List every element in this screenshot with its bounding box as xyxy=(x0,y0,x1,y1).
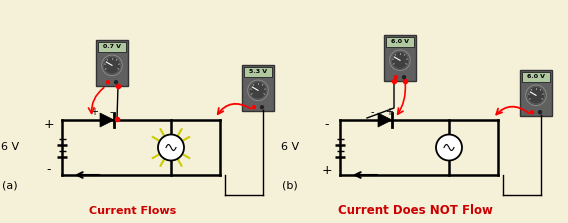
Text: -: - xyxy=(370,107,374,117)
Circle shape xyxy=(103,57,121,74)
Text: +: + xyxy=(321,163,332,176)
Polygon shape xyxy=(100,113,114,127)
Text: -: - xyxy=(47,163,51,176)
Text: (a): (a) xyxy=(2,180,18,190)
Circle shape xyxy=(158,134,184,161)
Circle shape xyxy=(114,80,118,84)
Circle shape xyxy=(526,85,546,105)
Text: -: - xyxy=(325,118,329,132)
Circle shape xyxy=(106,80,110,84)
Circle shape xyxy=(249,82,267,99)
Circle shape xyxy=(538,110,542,114)
Text: (b): (b) xyxy=(282,180,298,190)
Text: Current Does NOT Flow: Current Does NOT Flow xyxy=(337,204,492,217)
Text: -: - xyxy=(109,107,113,117)
Text: +: + xyxy=(385,107,393,117)
Circle shape xyxy=(391,52,409,69)
Bar xyxy=(244,67,272,77)
Bar xyxy=(386,37,414,47)
Text: 6 V: 6 V xyxy=(1,142,19,153)
Text: 6 V: 6 V xyxy=(281,142,299,153)
Text: +: + xyxy=(90,107,98,117)
FancyBboxPatch shape xyxy=(96,40,128,86)
Circle shape xyxy=(252,105,256,109)
Circle shape xyxy=(530,110,534,114)
Polygon shape xyxy=(378,113,392,127)
Circle shape xyxy=(394,75,398,79)
Circle shape xyxy=(527,87,545,104)
Circle shape xyxy=(436,134,462,161)
Text: 5.3 V: 5.3 V xyxy=(249,69,267,74)
Text: Current Flows: Current Flows xyxy=(89,206,177,216)
Text: 6.0 V: 6.0 V xyxy=(527,74,545,79)
Circle shape xyxy=(260,105,264,109)
Text: 6.0 V: 6.0 V xyxy=(391,39,409,44)
Bar xyxy=(98,42,126,52)
Bar xyxy=(522,72,550,82)
Text: +: + xyxy=(44,118,55,132)
Circle shape xyxy=(390,50,410,70)
FancyBboxPatch shape xyxy=(242,65,274,111)
Circle shape xyxy=(248,80,268,101)
Circle shape xyxy=(102,55,122,76)
Text: 0.7 V: 0.7 V xyxy=(103,44,121,50)
Circle shape xyxy=(402,75,406,79)
FancyBboxPatch shape xyxy=(520,70,552,116)
FancyBboxPatch shape xyxy=(384,35,416,81)
